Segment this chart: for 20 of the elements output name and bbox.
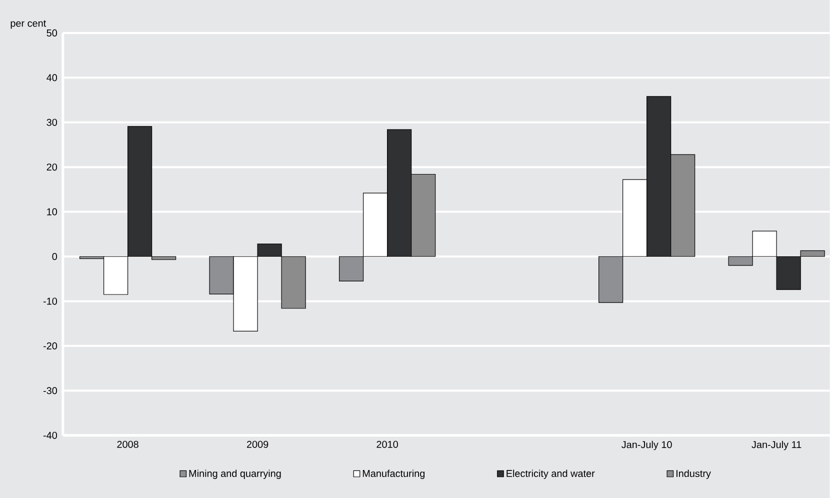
legend-label: Mining and quarrying xyxy=(189,470,281,479)
y-tick-label: 20 xyxy=(46,163,58,170)
y-tick-label: 40 xyxy=(46,74,58,82)
x-tick-label: 2010 xyxy=(376,440,398,448)
y-tick-label: -40 xyxy=(43,432,58,439)
x-tick-label: Jan-July 10 xyxy=(622,440,672,450)
y-tick-label: -20 xyxy=(43,342,58,350)
y-tick-label: 50 xyxy=(46,29,58,36)
y-tick-label: 10 xyxy=(47,208,58,216)
y-tick-label: -30 xyxy=(43,386,58,394)
x-tick-label: 2009 xyxy=(246,440,268,448)
x-tick-label: 2008 xyxy=(117,440,138,448)
x-tick-label: Jan-July 11 xyxy=(752,440,802,450)
legend-label: Industry xyxy=(676,470,711,479)
y-tick-label: -10 xyxy=(43,298,58,305)
legend-label: Manufacturing xyxy=(362,470,425,479)
y-axis-title: per cent xyxy=(10,20,46,29)
legend-label: Electricity and water xyxy=(506,470,595,479)
y-tick-label: 0 xyxy=(52,252,58,260)
y-tick-label: 30 xyxy=(46,118,58,126)
